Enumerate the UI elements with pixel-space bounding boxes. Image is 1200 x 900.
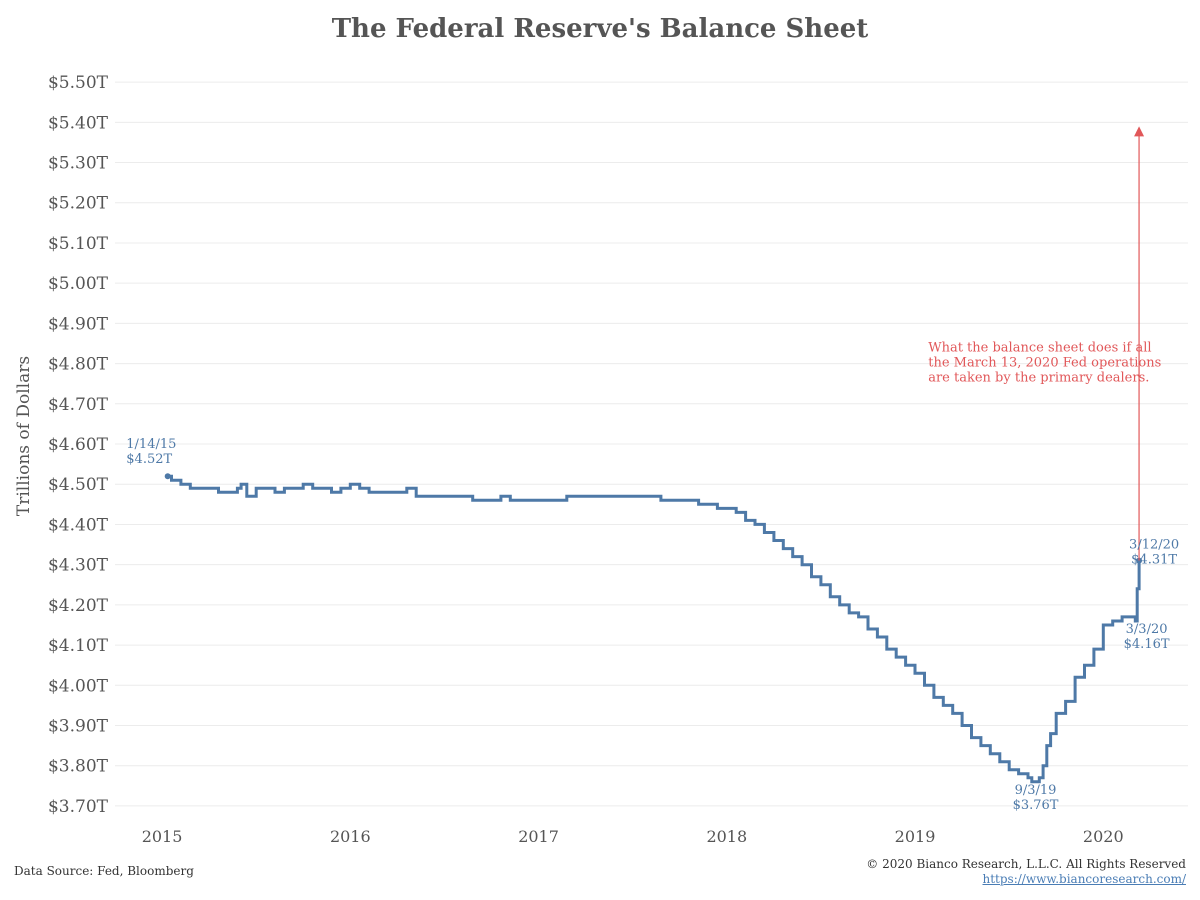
y-tick-label: $5.40T bbox=[48, 113, 109, 133]
chart-title: The Federal Reserve's Balance Sheet bbox=[331, 14, 869, 44]
annotation-line: What the balance sheet does if all bbox=[928, 341, 1151, 356]
annotation-line: $3.76T bbox=[1013, 798, 1059, 813]
annotation-label: What the balance sheet does if all the Ma… bbox=[928, 341, 1161, 386]
annotation-line: are taken by the primary dealers. bbox=[928, 371, 1149, 386]
y-tick-label: $4.50T bbox=[48, 475, 109, 495]
y-tick-label: $4.30T bbox=[48, 556, 109, 576]
y-tick-label: $3.80T bbox=[48, 757, 109, 777]
x-tick-label: 2016 bbox=[330, 827, 371, 846]
y-tick-label: $5.00T bbox=[48, 274, 109, 294]
x-tick-label: 2020 bbox=[1083, 827, 1124, 846]
y-tick-label: $5.10T bbox=[48, 234, 109, 254]
annotation-line: $4.52T bbox=[126, 452, 172, 467]
x-tick-label: 2018 bbox=[706, 827, 747, 846]
annotation-line: 3/12/20 bbox=[1129, 538, 1179, 553]
y-tick-label: $4.60T bbox=[48, 435, 109, 455]
y-tick-label: $4.70T bbox=[48, 395, 109, 415]
annotation-label: 9/3/19 $3.76T bbox=[1013, 783, 1059, 813]
y-tick-label: $4.40T bbox=[48, 515, 109, 535]
annotation-line: $4.16T bbox=[1124, 637, 1170, 652]
annotation-line: 3/3/20 bbox=[1126, 622, 1168, 637]
y-tick-label: $4.10T bbox=[48, 636, 109, 656]
y-tick-label: $5.20T bbox=[48, 194, 109, 214]
y-tick-label: $5.30T bbox=[48, 154, 109, 174]
y-tick-label: $3.70T bbox=[48, 797, 109, 817]
x-tick-label: 2017 bbox=[518, 827, 559, 846]
balance-sheet-line bbox=[167, 474, 1141, 784]
annotation-label: 3/3/20 $4.16T bbox=[1124, 622, 1170, 652]
y-tick-label: $5.50T bbox=[48, 73, 109, 93]
y-tick-label: $4.90T bbox=[48, 314, 109, 334]
website-link[interactable]: https://www.biancoresearch.com/ bbox=[982, 872, 1186, 886]
x-tick-label: 2019 bbox=[895, 827, 936, 846]
annotation-label: 1/14/15 $4.52T bbox=[126, 437, 176, 467]
projection-arrowhead bbox=[1134, 126, 1145, 137]
annotation-line: $4.31T bbox=[1131, 553, 1177, 568]
copyright-notice: © 2020 Bianco Research, L.L.C. All Right… bbox=[866, 857, 1186, 871]
y-tick-label: $4.00T bbox=[48, 676, 109, 696]
annotation-line: 1/14/15 bbox=[126, 437, 176, 452]
y-tick-label: $4.20T bbox=[48, 596, 109, 616]
y-tick-label: $4.80T bbox=[48, 355, 109, 375]
annotation-label: 3/12/20 $4.31T bbox=[1129, 538, 1179, 568]
annotation-line: the March 13, 2020 Fed operations bbox=[928, 356, 1161, 371]
annotation-line: 9/3/19 bbox=[1015, 783, 1057, 798]
data-source: Data Source: Fed, Bloomberg bbox=[14, 864, 194, 878]
x-tick-label: 2015 bbox=[142, 827, 183, 846]
first-point-marker bbox=[164, 473, 171, 480]
y-tick-label: $3.90T bbox=[48, 717, 109, 737]
